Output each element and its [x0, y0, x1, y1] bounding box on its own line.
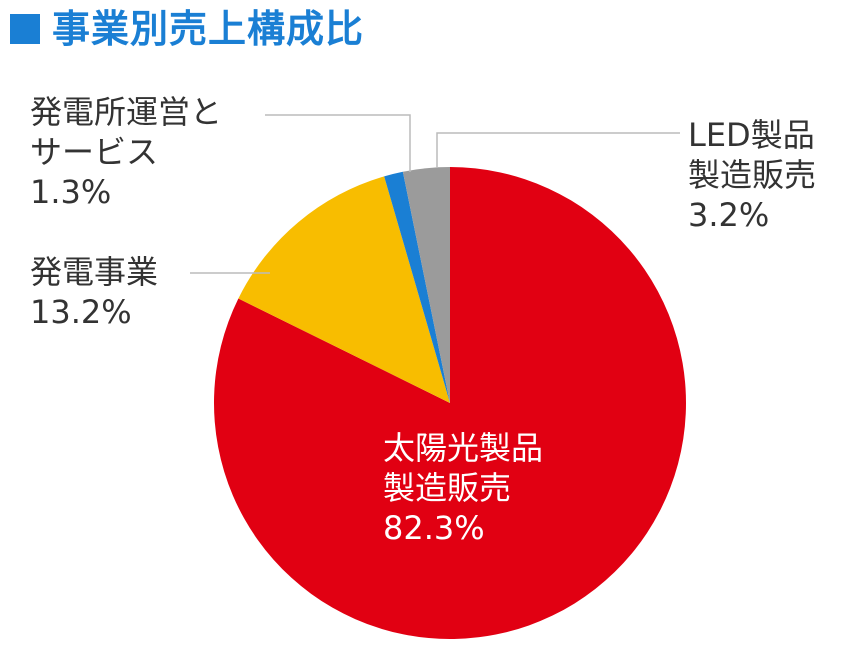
label-plant-operation-line1: 発電所運営と — [30, 93, 223, 131]
leader-line-led — [436, 132, 680, 168]
pie-slice-power-generation — [238, 176, 450, 403]
label-led-line1: LED製品 — [688, 116, 815, 154]
label-power-generation: 発電事業 13.2% — [30, 252, 158, 332]
label-plant-operation-value: 1.3% — [30, 173, 112, 211]
label-solar-line1: 太陽光製品 — [383, 429, 544, 467]
label-led-value: 3.2% — [688, 196, 770, 234]
label-power-generation-value: 13.2% — [30, 293, 132, 331]
pie-slice-led — [402, 167, 450, 403]
pie-slice-plant-operation — [384, 171, 450, 403]
label-power-generation-line1: 発電事業 — [30, 253, 159, 291]
label-led-line2: 製造販売 — [688, 156, 817, 194]
chart-title: 事業別売上構成比 — [52, 7, 365, 51]
label-led: LED製品 製造販売 3.2% — [688, 115, 816, 235]
label-solar: 太陽光製品 製造販売 82.3% — [383, 428, 543, 548]
label-plant-operation: 発電所運営と サービス 1.3% — [30, 92, 222, 212]
label-solar-line2: 製造販売 — [383, 469, 512, 507]
pie-slice-solar — [213, 167, 686, 639]
title-square-icon — [10, 14, 40, 44]
label-plant-operation-line2: サービス — [30, 133, 159, 171]
label-solar-value: 82.3% — [383, 509, 485, 547]
leader-line-plant-operation — [265, 114, 411, 172]
title-block: 事業別売上構成比 — [10, 6, 364, 52]
